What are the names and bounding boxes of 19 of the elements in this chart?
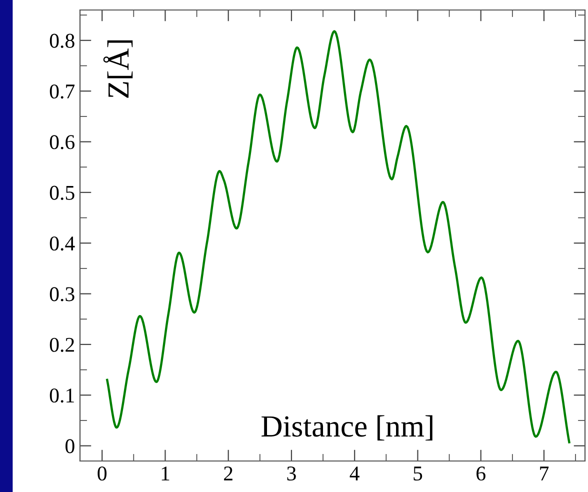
x-tick-label: 6 (476, 466, 486, 481)
x-tick-label: 3 (287, 466, 296, 481)
y-tick-label: 0.3 (50, 287, 74, 302)
y-tick-label: 0.1 (50, 388, 74, 403)
x-tick-label: 4 (350, 466, 360, 480)
y-tick-label: 0.4 (50, 236, 75, 251)
x-tick-label: 0 (98, 466, 107, 481)
x-tick-label: 2 (224, 466, 232, 480)
x-tick-label: 1 (162, 466, 170, 480)
y-tick-label: 0 (66, 439, 74, 454)
x-tick-label: 7 (540, 466, 549, 480)
y-tick-label: 0.2 (50, 338, 74, 352)
y-tick-label: 0.6 (50, 135, 75, 150)
x-axis-title: Distance [nm] (262, 415, 432, 441)
y-axis-title: Z[Å] (103, 40, 133, 98)
y-tick-label: 0.5 (50, 186, 74, 200)
y-tick-label: 0.8 (50, 34, 74, 48)
y-tick-label: 0.7 (50, 84, 75, 99)
x-tick-label: 5 (414, 466, 422, 481)
